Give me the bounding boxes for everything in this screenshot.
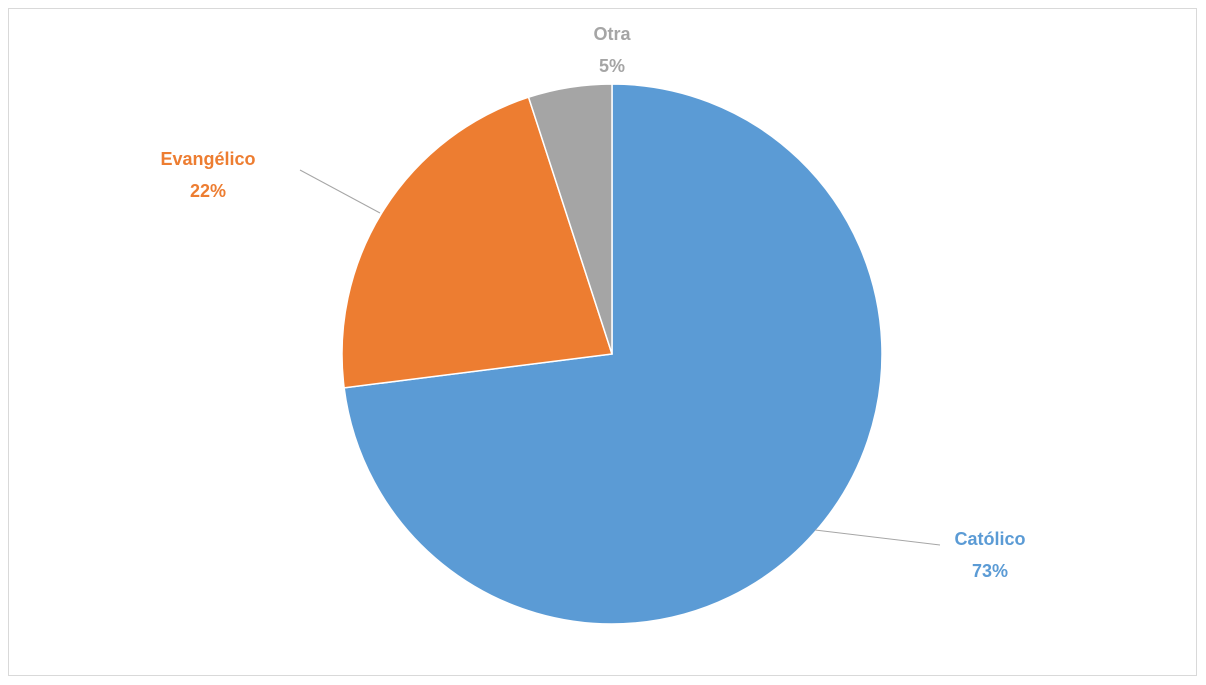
pie-slice [343, 83, 883, 625]
slice-label-name: Evangélico [160, 149, 255, 169]
leader-line [299, 169, 381, 214]
pie-slice [527, 83, 613, 355]
slice-label-value: 73% [972, 561, 1008, 581]
slice-label-name: Otra [593, 24, 631, 44]
slice-label-value: 5% [599, 56, 625, 76]
slice-label-value: 22% [190, 181, 226, 201]
slice-label-name: Católico [954, 529, 1025, 549]
leader-line [814, 529, 941, 546]
pie-slice [341, 96, 613, 389]
